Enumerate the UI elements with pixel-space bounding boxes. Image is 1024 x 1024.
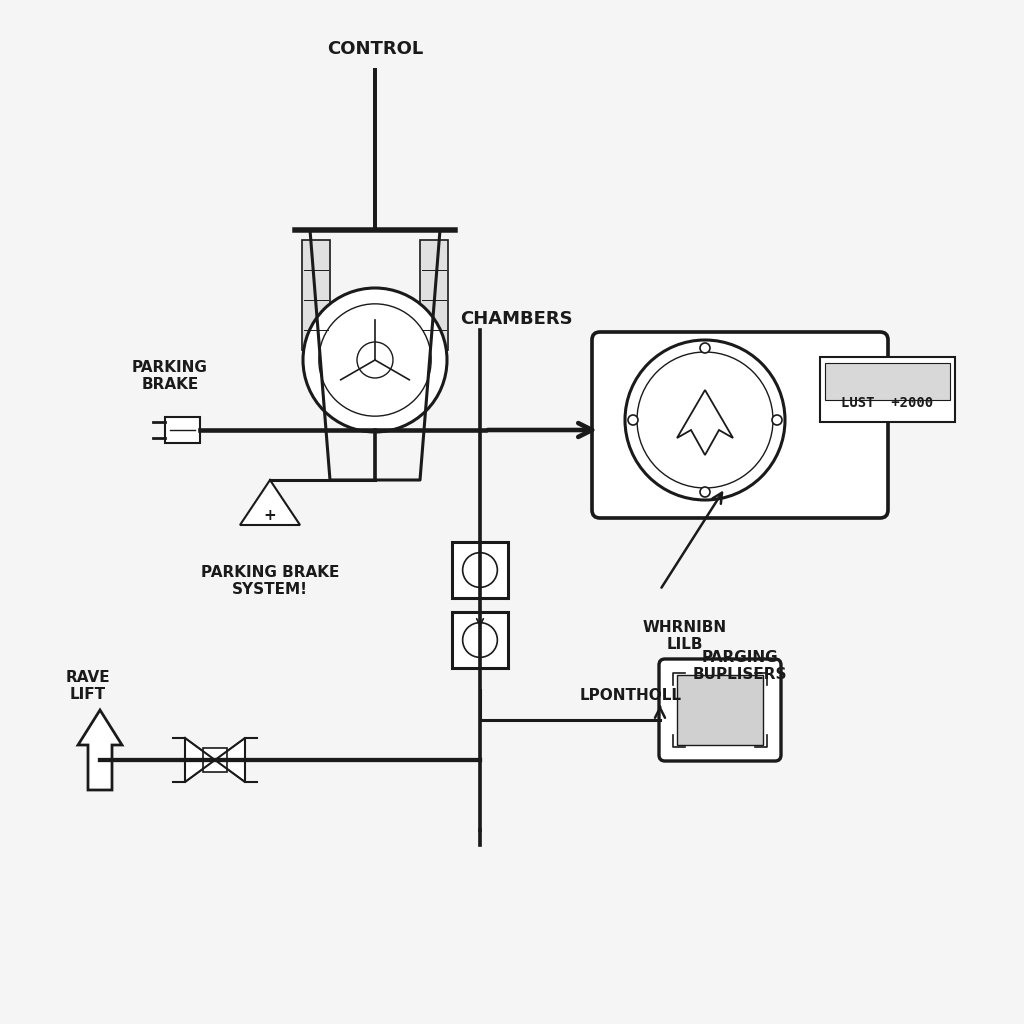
Circle shape	[357, 342, 393, 378]
Circle shape	[700, 343, 710, 353]
Text: WHRNIBN
LILB: WHRNIBN LILB	[643, 620, 727, 652]
Text: LUST  +2000: LUST +2000	[842, 395, 934, 410]
Circle shape	[625, 340, 785, 500]
Bar	[825, 362, 950, 399]
Polygon shape	[677, 390, 733, 455]
Polygon shape	[240, 480, 300, 525]
Text: PARKING
BRAKE: PARKING BRAKE	[132, 360, 208, 392]
Bar	[420, 240, 449, 350]
Circle shape	[772, 415, 782, 425]
Text: LPONTHOLL: LPONTHOLL	[580, 687, 682, 702]
Polygon shape	[78, 710, 122, 790]
Text: CONTROL: CONTROL	[327, 40, 423, 58]
Text: RAVE
LIFT: RAVE LIFT	[66, 670, 111, 702]
Polygon shape	[185, 738, 215, 782]
FancyBboxPatch shape	[659, 659, 781, 761]
Circle shape	[700, 487, 710, 497]
Polygon shape	[215, 738, 245, 782]
Circle shape	[628, 415, 638, 425]
Text: +: +	[263, 508, 276, 522]
Bar	[820, 356, 955, 422]
Text: CHAMBERS: CHAMBERS	[460, 310, 572, 328]
Bar	[452, 542, 508, 598]
Circle shape	[303, 288, 447, 432]
Text: PARGING
BUPLISERS: PARGING BUPLISERS	[693, 650, 787, 682]
Text: PARKING BRAKE
SYSTEM!: PARKING BRAKE SYSTEM!	[201, 565, 339, 597]
Bar	[165, 417, 200, 443]
Bar	[677, 675, 763, 745]
FancyBboxPatch shape	[592, 332, 888, 518]
Bar	[452, 612, 508, 668]
Bar	[302, 240, 330, 350]
Bar	[203, 748, 227, 772]
